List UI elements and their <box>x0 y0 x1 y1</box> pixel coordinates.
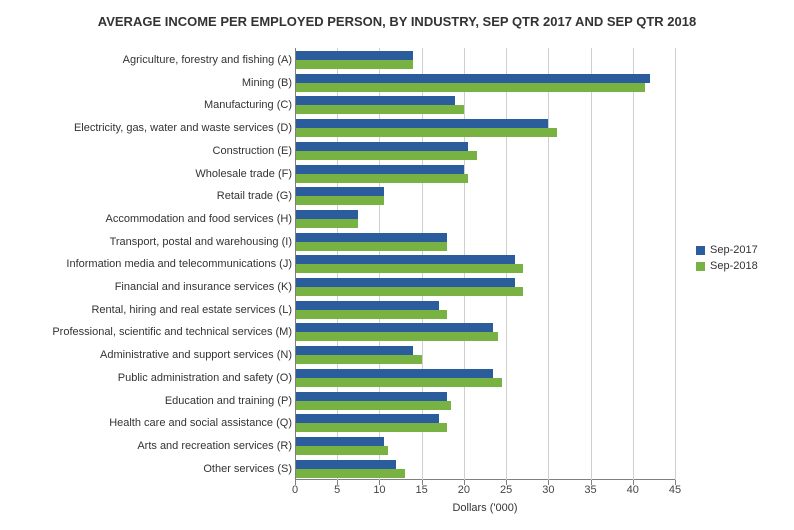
bar <box>296 460 396 469</box>
category-label: Health care and social assistance (Q) <box>109 417 292 429</box>
bar <box>296 242 447 251</box>
category-label: Agriculture, forestry and fishing (A) <box>123 54 292 66</box>
bar <box>296 310 447 319</box>
bar <box>296 174 468 183</box>
bar <box>296 264 523 273</box>
bar <box>296 323 493 332</box>
bar <box>296 287 523 296</box>
x-tick-label: 5 <box>334 484 340 496</box>
legend: Sep-2017 Sep-2018 <box>696 244 758 276</box>
category-label: Construction (E) <box>213 145 292 157</box>
legend-item: Sep-2017 <box>696 244 758 256</box>
bar <box>296 142 468 151</box>
gridline <box>633 48 634 480</box>
bar <box>296 128 557 137</box>
bar <box>296 210 358 219</box>
x-tick-label: 45 <box>669 484 681 496</box>
category-label: Retail trade (G) <box>217 190 292 202</box>
bar <box>296 219 358 228</box>
bar <box>296 187 384 196</box>
chart-container: AVERAGE INCOME PER EMPLOYED PERSON, BY I… <box>0 0 794 530</box>
bar <box>296 196 384 205</box>
category-label: Administrative and support services (N) <box>100 349 292 361</box>
bar <box>296 301 439 310</box>
category-label: Rental, hiring and real estate services … <box>91 304 292 316</box>
x-tick-label: 30 <box>542 484 554 496</box>
bar <box>296 401 451 410</box>
plot-area <box>295 48 675 480</box>
x-tick-label: 0 <box>292 484 298 496</box>
category-label: Education and training (P) <box>165 395 292 407</box>
category-label: Public administration and safety (O) <box>118 372 292 384</box>
category-label: Manufacturing (C) <box>204 99 292 111</box>
gridline <box>548 48 549 480</box>
legend-swatch <box>696 262 705 271</box>
bar <box>296 437 384 446</box>
chart-title: AVERAGE INCOME PER EMPLOYED PERSON, BY I… <box>0 14 794 29</box>
x-axis-title: Dollars ('000) <box>295 502 675 514</box>
gridline <box>591 48 592 480</box>
category-label: Electricity, gas, water and waste servic… <box>74 122 292 134</box>
gridline <box>675 48 676 480</box>
bar <box>296 446 388 455</box>
bar <box>296 83 645 92</box>
bar <box>296 278 515 287</box>
bar <box>296 105 464 114</box>
x-tick-label: 20 <box>458 484 470 496</box>
legend-label: Sep-2018 <box>710 260 758 272</box>
bar <box>296 378 502 387</box>
bar <box>296 151 477 160</box>
legend-label: Sep-2017 <box>710 244 758 256</box>
category-label: Mining (B) <box>242 77 292 89</box>
bar <box>296 414 439 423</box>
x-tick-label: 40 <box>627 484 639 496</box>
bar <box>296 165 464 174</box>
x-axis-line <box>295 479 675 480</box>
category-label: Arts and recreation services (R) <box>137 440 292 452</box>
category-label: Professional, scientific and technical s… <box>52 326 292 338</box>
bar <box>296 332 498 341</box>
bar <box>296 119 548 128</box>
category-label: Financial and insurance services (K) <box>115 281 292 293</box>
bar <box>296 346 413 355</box>
bar <box>296 392 447 401</box>
bar <box>296 255 515 264</box>
x-tick-label: 10 <box>373 484 385 496</box>
bar <box>296 233 447 242</box>
x-tick-label: 15 <box>416 484 428 496</box>
x-tick-label: 25 <box>500 484 512 496</box>
category-label: Information media and telecommunications… <box>66 258 292 270</box>
x-tick-label: 35 <box>584 484 596 496</box>
category-label: Accommodation and food services (H) <box>106 213 292 225</box>
legend-swatch <box>696 246 705 255</box>
bar <box>296 369 493 378</box>
bar <box>296 469 405 478</box>
bar <box>296 423 447 432</box>
legend-item: Sep-2018 <box>696 260 758 272</box>
category-label: Transport, postal and warehousing (I) <box>110 236 292 248</box>
category-label: Wholesale trade (F) <box>195 168 292 180</box>
bar <box>296 51 413 60</box>
category-label: Other services (S) <box>203 463 292 475</box>
bar <box>296 355 422 364</box>
bar <box>296 60 413 69</box>
bar <box>296 74 650 83</box>
bar <box>296 96 455 105</box>
